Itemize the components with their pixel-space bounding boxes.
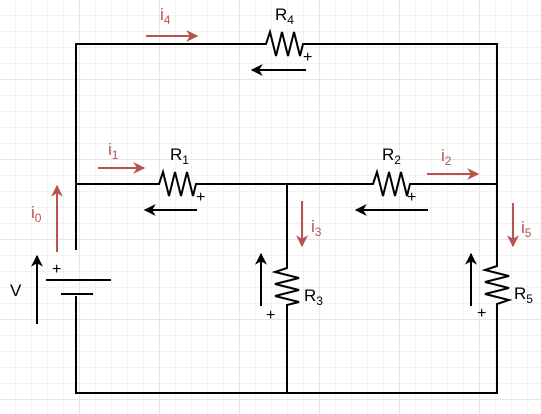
current-i5-label: i5 — [521, 218, 532, 240]
resistor-r3-label: R3 — [304, 286, 323, 308]
resistor-r3: R3 + — [255, 252, 323, 324]
resistor-r4-plus-sign: + — [303, 49, 312, 66]
resistor-r3-plus-sign: + — [266, 307, 275, 324]
resistor-r1-zigzag — [155, 168, 200, 197]
current-i2-label: i2 — [441, 146, 452, 168]
resistor-r1: R1 + — [143, 145, 205, 216]
current-i3-label: i3 — [311, 217, 322, 239]
source-plus-sign: + — [52, 261, 61, 278]
wire-top-left — [75, 43, 262, 250]
resistor-r5-zigzag — [481, 262, 513, 308]
wire-top-right — [307, 43, 498, 262]
resistor-r2-label: R2 — [382, 145, 401, 167]
resistor-r5-label: R5 — [514, 284, 533, 306]
resistor-r4-label: R4 — [275, 5, 294, 27]
resistor-r1-plus-sign: + — [196, 189, 205, 206]
resistor-r3-zigzag — [271, 264, 300, 308]
source-label: V — [10, 281, 22, 300]
resistor-r1-label: R1 — [170, 145, 189, 167]
resistor-r5: R5 + — [465, 252, 533, 322]
resistor-r4-zigzag — [262, 28, 307, 57]
resistor-r2-plus-sign: + — [407, 189, 416, 206]
resistor-r4: R4 + — [250, 5, 312, 76]
currents: i0 i1 i2 i3 i4 i5 — [31, 5, 532, 252]
current-i1-label: i1 — [108, 140, 119, 162]
current-i0-label: i0 — [31, 203, 42, 225]
wires — [75, 43, 498, 394]
battery: V + — [10, 254, 111, 324]
resistor-r2-zigzag — [369, 168, 414, 197]
current-i4-label: i4 — [160, 5, 171, 27]
resistor-r2: R2 + — [354, 145, 428, 216]
resistor-r5-plus-sign: + — [477, 305, 486, 322]
